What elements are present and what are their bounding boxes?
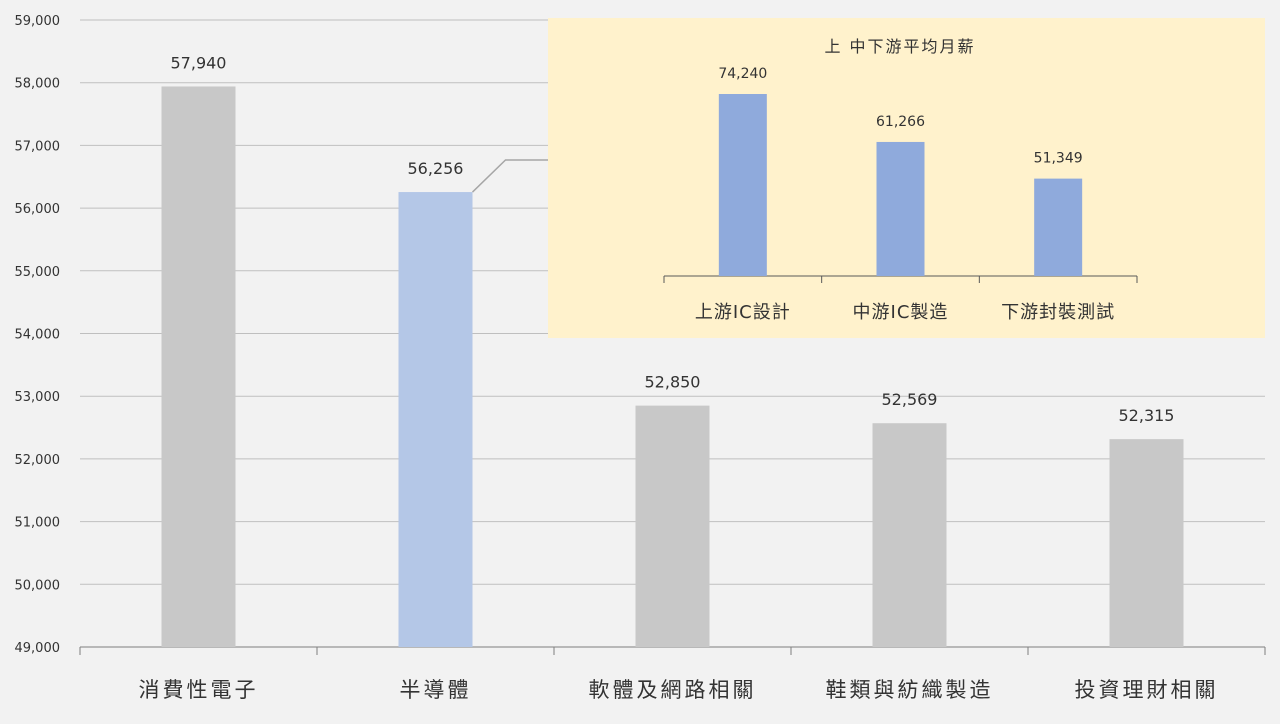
x-tick-label: 軟體及網路相關 — [589, 678, 757, 702]
inset-bar — [1034, 178, 1083, 276]
bar — [398, 192, 473, 647]
y-tick-label: 55,000 — [15, 265, 61, 280]
y-tick-label: 56,000 — [15, 202, 61, 217]
y-tick-label: 51,000 — [15, 516, 61, 531]
data-label: 57,940 — [171, 53, 227, 72]
bar — [635, 405, 710, 647]
x-tick-label: 半導體 — [400, 678, 472, 702]
data-label: 52,315 — [1119, 406, 1175, 425]
y-tick-label: 53,000 — [15, 390, 61, 405]
inset-bar — [876, 141, 925, 276]
inset-x-tick-label: 上游IC設計 — [695, 302, 791, 323]
y-tick-label: 59,000 — [15, 14, 61, 29]
x-tick-label: 鞋類與紡織製造 — [826, 678, 994, 702]
x-tick-label: 消費性電子 — [139, 678, 259, 702]
data-label: 52,569 — [882, 390, 938, 409]
y-tick-label: 50,000 — [15, 578, 61, 593]
inset-data-label: 51,349 — [1034, 151, 1083, 167]
inset-x-tick-label: 下游封裝測試 — [1001, 302, 1115, 323]
data-label: 56,256 — [408, 159, 464, 178]
x-tick-label: 投資理財相關 — [1075, 678, 1219, 702]
callout-connector — [471, 159, 548, 193]
y-tick-label: 54,000 — [15, 328, 61, 343]
y-tick-label: 49,000 — [15, 641, 61, 656]
inset-title: 上 中下游平均月薪 — [824, 37, 975, 56]
y-tick-label: 52,000 — [15, 453, 61, 468]
inset-data-label: 61,266 — [876, 114, 925, 130]
bar — [872, 423, 947, 647]
bar — [161, 86, 236, 648]
bar — [1109, 439, 1184, 647]
data-label: 52,850 — [645, 373, 701, 392]
y-tick-label: 57,000 — [15, 139, 61, 154]
inset-data-label: 74,240 — [718, 66, 767, 82]
inset-x-tick-label: 中游IC製造 — [853, 302, 949, 323]
y-tick-label: 58,000 — [15, 77, 61, 92]
inset-bar — [718, 94, 767, 276]
